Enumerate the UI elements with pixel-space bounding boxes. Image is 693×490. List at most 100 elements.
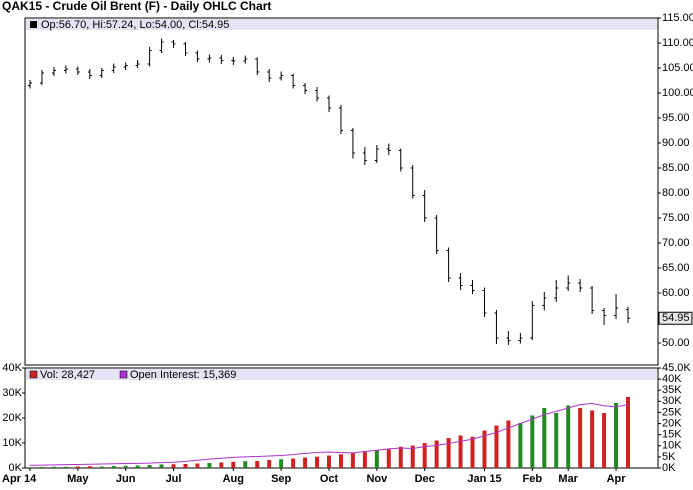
y2-tick-label: 35K	[662, 384, 682, 396]
y-tick-label: 40K	[2, 362, 22, 374]
volume-bar	[434, 440, 439, 468]
volume-bar	[518, 423, 523, 468]
y-tick-label: 50.00	[662, 337, 690, 349]
volume-bar	[602, 413, 607, 468]
volume-bar	[530, 415, 535, 468]
volume-bar	[327, 455, 331, 468]
y2-tick-label: 20K	[662, 417, 682, 429]
y2-tick-label: 25K	[662, 406, 682, 418]
volume-bar	[374, 450, 379, 468]
x-tick-label: Oct	[320, 473, 339, 485]
y-tick-label: 95.00	[662, 112, 690, 124]
y2-tick-label: 45.0K	[662, 362, 691, 374]
volume-bar	[542, 408, 547, 468]
volume-bar	[195, 463, 200, 468]
y2-tick-label: 0K	[662, 462, 676, 474]
x-tick-label: Dec	[415, 473, 435, 485]
y2-tick-label: 5K	[662, 451, 676, 463]
x-tick-label: Apr	[607, 473, 627, 485]
y-tick-label: 0K	[9, 462, 23, 474]
volume-bar	[255, 461, 260, 468]
y2-tick-label: 40K	[662, 373, 682, 385]
volume-bar	[470, 436, 475, 468]
volume-bar	[614, 403, 619, 468]
volume-bar	[219, 462, 224, 468]
volume-bar	[338, 454, 343, 468]
last-price-box	[658, 311, 693, 325]
legend-label: Vol: 28,427	[40, 369, 95, 381]
volume-bar	[243, 461, 248, 468]
volume-bar	[28, 467, 32, 468]
volume-bar	[291, 458, 296, 468]
volume-bar	[51, 466, 56, 468]
volume-bar	[99, 466, 104, 468]
x-tick-label: Apr 14	[2, 473, 37, 485]
x-tick-label: Mar	[558, 473, 578, 485]
y-tick-label: 85.00	[662, 162, 690, 174]
volume-bar	[75, 466, 80, 468]
volume-bar	[171, 464, 176, 468]
volume-bar	[147, 465, 152, 468]
volume-bar	[446, 438, 451, 468]
y-tick-label: 30K	[2, 387, 22, 399]
volume-bar	[231, 461, 236, 468]
y-tick-label: 70.00	[662, 237, 690, 249]
volume-bar	[398, 446, 403, 468]
y-tick-label: 100.00	[662, 87, 693, 99]
volume-bar	[159, 464, 164, 468]
legend-swatch	[119, 370, 128, 379]
volume-bar	[482, 430, 487, 468]
plot: 50.0055.0060.0065.0070.0075.0080.0085.00…	[2, 12, 693, 485]
last-price-label: 54.95	[662, 312, 690, 324]
x-tick-label: Feb	[523, 473, 543, 485]
volume-bar	[554, 413, 559, 468]
x-tick-label: Jan 15	[467, 473, 501, 485]
price-legend-strip	[26, 19, 657, 30]
volume-bar	[566, 405, 571, 468]
volume-bar	[494, 425, 499, 468]
volume-panel	[24, 367, 659, 469]
y-tick-label: 115.00	[662, 12, 693, 24]
y2-tick-label: 30K	[662, 395, 682, 407]
y-tick-label: 60.00	[662, 287, 690, 299]
volume-bar	[279, 459, 284, 468]
volume-bar	[111, 466, 116, 468]
y-tick-label: 110.00	[662, 37, 693, 49]
volume-bar	[135, 465, 140, 468]
y-tick-label: 10K	[2, 437, 22, 449]
volume-bar	[626, 396, 630, 468]
volume-bar	[39, 467, 44, 468]
volume-bar	[183, 464, 188, 468]
price-legend-swatch	[30, 21, 37, 28]
volume-bar	[123, 465, 128, 468]
chart-title: QAK15 - Crude Oil Brent (F) - Daily OHLC…	[2, 0, 271, 13]
volume-bar	[458, 435, 463, 468]
volume-bar	[362, 451, 367, 468]
y2-tick-label: 10K	[662, 440, 682, 452]
volume-bar	[207, 463, 212, 468]
volume-bar	[315, 456, 320, 468]
volume-legend-strip	[26, 369, 657, 380]
volume-bar	[590, 410, 595, 468]
volume-bar	[422, 443, 427, 468]
y-tick-label: 80.00	[662, 187, 690, 199]
volume-bar	[578, 408, 583, 468]
x-tick-label: Jul	[166, 473, 182, 485]
price-panel	[24, 17, 659, 366]
y-tick-label: 105.00	[662, 62, 693, 74]
y-tick-label: 65.00	[662, 262, 690, 274]
y-tick-label: 90.00	[662, 137, 690, 149]
x-tick-label: Jun	[116, 473, 136, 485]
volume-bar	[506, 420, 511, 468]
open-interest-line	[29, 403, 629, 466]
volume-bar	[87, 466, 92, 468]
x-tick-label: May	[67, 473, 89, 485]
legend-swatch	[29, 370, 38, 379]
y-tick-label: 20K	[2, 412, 22, 424]
x-tick-label: Sep	[271, 473, 291, 485]
x-tick-label: Aug	[223, 473, 244, 485]
volume-bar	[63, 466, 68, 468]
volume-bar	[267, 460, 272, 468]
volume-bar	[386, 449, 391, 468]
